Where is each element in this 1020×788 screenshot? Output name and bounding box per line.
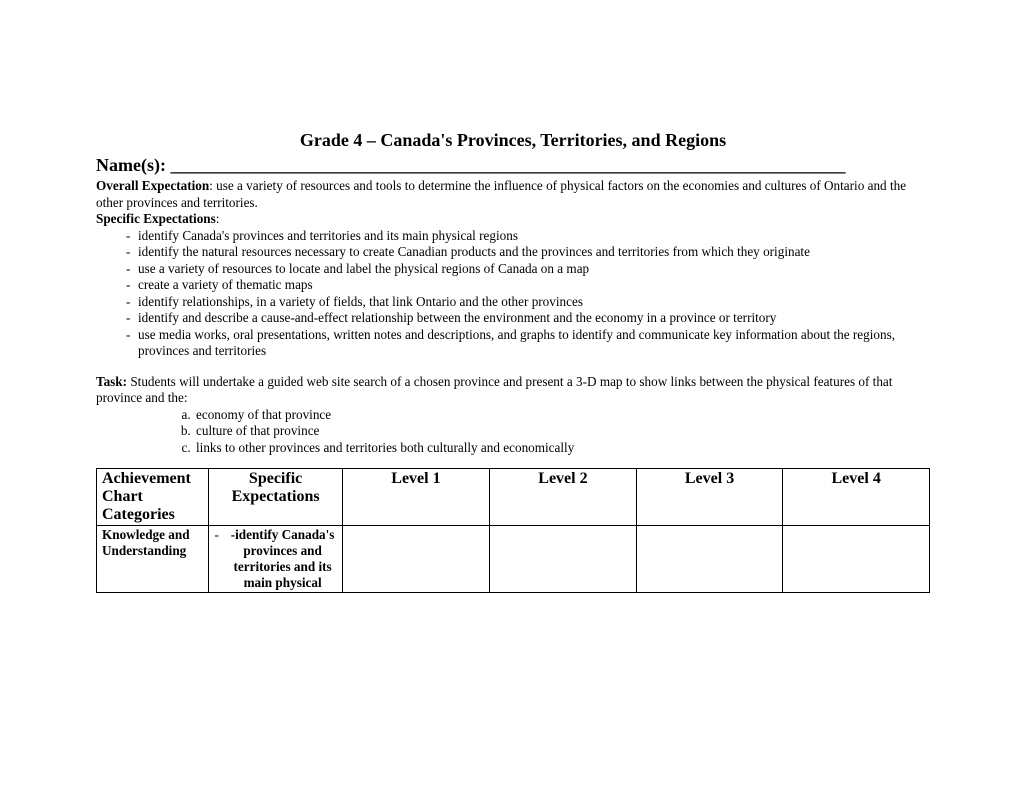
task-section: Task: Students will undertake a guided w… <box>96 374 930 407</box>
rubric-header-level2: Level 2 <box>490 469 637 526</box>
overall-expectation: Overall Expectation: use a variety of re… <box>96 178 930 211</box>
overall-label: Overall Expectation <box>96 178 209 193</box>
task-text: Students will undertake a guided web sit… <box>96 374 892 406</box>
rubric-cell-level3 <box>636 526 783 593</box>
rubric-cell-level4 <box>783 526 930 593</box>
names-underline: ________________________________________… <box>170 155 845 175</box>
spec-item: identify and describe a cause-and-effect… <box>126 310 930 327</box>
task-label: Task: <box>96 374 127 389</box>
names-field: Name(s): _______________________________… <box>96 155 930 176</box>
rubric-header-categories: Achievement Chart Categories <box>97 469 209 526</box>
spec-item: identify Canada's provinces and territor… <box>126 228 930 245</box>
task-item: links to other provinces and territories… <box>194 440 930 457</box>
rubric-header-spec: Specific Expectations <box>209 469 342 526</box>
spec-label: Specific Expectations <box>96 211 216 226</box>
rubric-cell-level2 <box>490 526 637 593</box>
rubric-row-label: Knowledge and Understanding <box>102 527 190 558</box>
rubric-header-level1: Level 1 <box>342 469 489 526</box>
task-item: economy of that province <box>194 407 930 424</box>
rubric-header-level3: Level 3 <box>636 469 783 526</box>
document-title: Grade 4 – Canada's Provinces, Territorie… <box>96 130 930 151</box>
spec-colon: : <box>216 211 220 226</box>
spec-item: identify the natural resources necessary… <box>126 244 930 261</box>
spec-item: use a variety of resources to locate and… <box>126 261 930 278</box>
rubric-header-row: Achievement Chart Categories Specific Ex… <box>97 469 930 526</box>
task-items-list: economy of that province culture of that… <box>96 407 930 457</box>
task-item: culture of that province <box>194 423 930 440</box>
overall-text: : use a variety of resources and tools t… <box>96 178 906 210</box>
specific-expectations-heading: Specific Expectations: <box>96 211 930 228</box>
spec-item: identify relationships, in a variety of … <box>126 294 930 311</box>
rubric-table: Achievement Chart Categories Specific Ex… <box>96 468 930 593</box>
rubric-cell-level1 <box>342 526 489 593</box>
rubric-row: Knowledge and Understanding --identify C… <box>97 526 930 593</box>
rubric-row-spec: --identify Canada's provinces and territ… <box>214 527 336 591</box>
spec-item: create a variety of thematic maps <box>126 277 930 294</box>
rubric-row-spec-text: -identify Canada's provinces and territo… <box>231 527 335 590</box>
rubric-header-level4: Level 4 <box>783 469 930 526</box>
specific-expectations-list: identify Canada's provinces and territor… <box>96 228 930 360</box>
spec-item: use media works, oral presentations, wri… <box>126 327 930 360</box>
names-label: Name(s): <box>96 155 166 175</box>
